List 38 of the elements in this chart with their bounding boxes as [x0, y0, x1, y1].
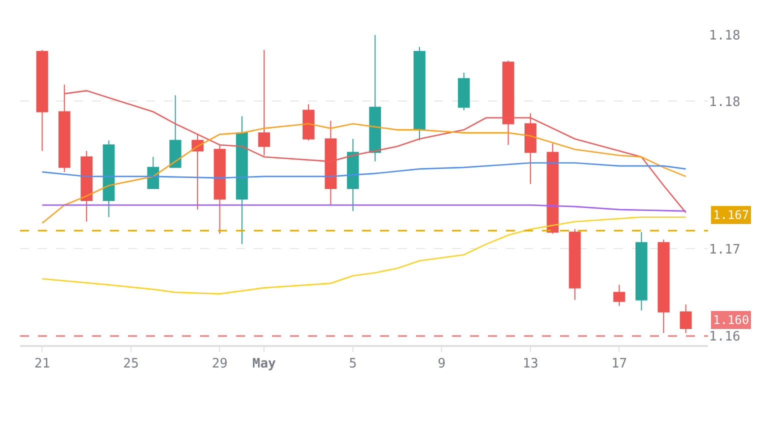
candlestick: [568, 228, 581, 300]
candlestick: [147, 156, 160, 189]
y-tick-label: 1.18: [709, 94, 740, 110]
candlestick: [635, 232, 648, 311]
x-tick-label: May: [252, 356, 276, 372]
candlestick: [102, 140, 115, 218]
x-tick-label: 5: [348, 356, 357, 372]
ref-line-label: 1.167: [713, 208, 750, 222]
candlestick: [369, 35, 382, 162]
ref-line-label: 1.160: [713, 313, 750, 327]
candlestick: [346, 138, 359, 212]
x-tick-label: 21: [34, 356, 50, 372]
line-series: [42, 204, 686, 212]
candlestick: [658, 239, 670, 334]
candlestick: [169, 94, 182, 168]
candlestick: [524, 112, 536, 184]
x-tick-label: 9: [438, 356, 446, 372]
y-tick-label: 1.17: [709, 242, 740, 258]
y-tick-label: 1.18: [709, 28, 740, 44]
candlestick: [613, 284, 626, 306]
candlestick: [80, 150, 93, 222]
candlestick: [302, 104, 314, 141]
candlestick: [546, 142, 559, 234]
x-tick-label: 13: [522, 356, 538, 372]
candlestick: [36, 50, 48, 152]
candlestick: [236, 116, 248, 245]
candlestick: [458, 72, 470, 111]
candlestick: [324, 120, 337, 206]
x-tick-label: 17: [611, 356, 628, 372]
candlestick: [192, 134, 204, 210]
x-tick-label: 29: [212, 356, 228, 372]
y-tick-label: 1.16: [709, 330, 740, 345]
line-series: [42, 216, 686, 294]
candlestick: [680, 304, 692, 334]
line-series: [42, 123, 686, 224]
line-series: [42, 162, 686, 179]
candlestick: [414, 46, 426, 141]
x-tick-label: 25: [123, 356, 139, 372]
